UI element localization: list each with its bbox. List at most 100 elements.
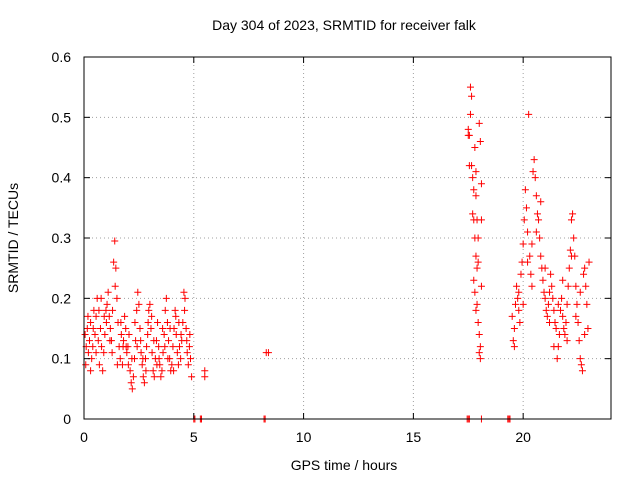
data-point (94, 337, 102, 345)
data-point (102, 306, 110, 314)
y-tick-label: 0.2 (52, 290, 72, 306)
data-point (580, 270, 588, 278)
data-point (552, 325, 560, 332)
data-point (128, 385, 136, 393)
data-point (182, 325, 190, 332)
data-point (511, 300, 519, 308)
data-point (525, 110, 533, 118)
data-point (185, 343, 193, 351)
data-point (469, 210, 477, 218)
data-point (563, 337, 571, 345)
data-point (472, 252, 480, 260)
data-point (565, 264, 573, 272)
data-point (188, 373, 196, 381)
data-point (122, 343, 130, 351)
data-point (560, 325, 568, 332)
data-point (169, 343, 177, 351)
data-point (164, 355, 172, 363)
data-point (100, 349, 108, 357)
data-point (520, 216, 528, 224)
data-point (153, 361, 161, 369)
data-point (154, 318, 162, 326)
data-point (576, 355, 584, 363)
data-point (170, 367, 178, 375)
data-point (522, 204, 530, 212)
data-point (515, 288, 523, 296)
data-point (532, 192, 540, 200)
data-point (85, 337, 93, 345)
data-point (570, 234, 578, 242)
data-point (84, 312, 92, 320)
data-point (476, 137, 484, 145)
data-point (528, 282, 536, 290)
data-point (583, 300, 591, 308)
data-point (474, 318, 482, 326)
data-point (465, 162, 473, 170)
data-point (510, 343, 518, 351)
data-point (567, 252, 575, 260)
data-point (136, 325, 144, 332)
data-point (106, 337, 114, 345)
data-point (163, 318, 171, 326)
data-point (155, 355, 163, 363)
data-point (572, 282, 580, 290)
data-point (110, 258, 118, 266)
data-point (92, 312, 100, 320)
data-point (183, 337, 191, 345)
y-tick-label: 0.6 (52, 49, 72, 65)
y-tick-label: 0 (63, 411, 71, 427)
x-axis-label: GPS time / hours (291, 457, 398, 473)
data-point (554, 300, 562, 308)
data-point (134, 288, 142, 296)
data-point (100, 312, 108, 320)
data-point (468, 92, 476, 100)
data-point (553, 355, 561, 363)
data-point (183, 349, 191, 357)
data-point (546, 318, 554, 326)
data-point (556, 306, 564, 314)
data-point (569, 210, 577, 218)
data-point (159, 349, 167, 357)
data-point (559, 276, 567, 284)
data-point (129, 373, 137, 381)
data-point (577, 361, 585, 369)
data-point (101, 331, 109, 339)
data-point (142, 367, 150, 375)
data-point (515, 306, 523, 314)
data-point (537, 198, 545, 206)
data-point (550, 343, 558, 351)
data-point (138, 361, 146, 369)
data-point (104, 288, 112, 296)
data-point (181, 306, 189, 314)
data-point (466, 83, 474, 91)
axis-ticks: 0 5 10 15 20 0 0.1 0.2 0.3 0.4 0.5 0.6 (52, 49, 611, 445)
data-point (535, 216, 543, 224)
data-point (521, 186, 529, 194)
data-point (524, 228, 532, 236)
data-point (201, 367, 209, 375)
y-tick-label: 0.4 (52, 170, 72, 186)
data-point (585, 258, 593, 266)
data-point (140, 379, 148, 387)
data-point (531, 174, 539, 182)
data-point (581, 331, 589, 339)
data-point (543, 312, 551, 320)
data-point (89, 325, 97, 332)
data-point (139, 373, 147, 381)
data-point (533, 210, 541, 218)
data-point (117, 318, 125, 326)
data-point (108, 349, 116, 357)
data-point (121, 312, 129, 320)
data-point (526, 252, 534, 260)
data-point (133, 343, 141, 351)
data-point (549, 294, 557, 302)
data-point (550, 306, 558, 314)
data-point (89, 343, 97, 351)
data-point (96, 325, 104, 332)
data-point (584, 325, 592, 332)
data-point (81, 331, 89, 339)
data-point (181, 294, 189, 302)
data-point (139, 355, 147, 363)
data-point (124, 361, 132, 369)
data-point (161, 306, 169, 314)
